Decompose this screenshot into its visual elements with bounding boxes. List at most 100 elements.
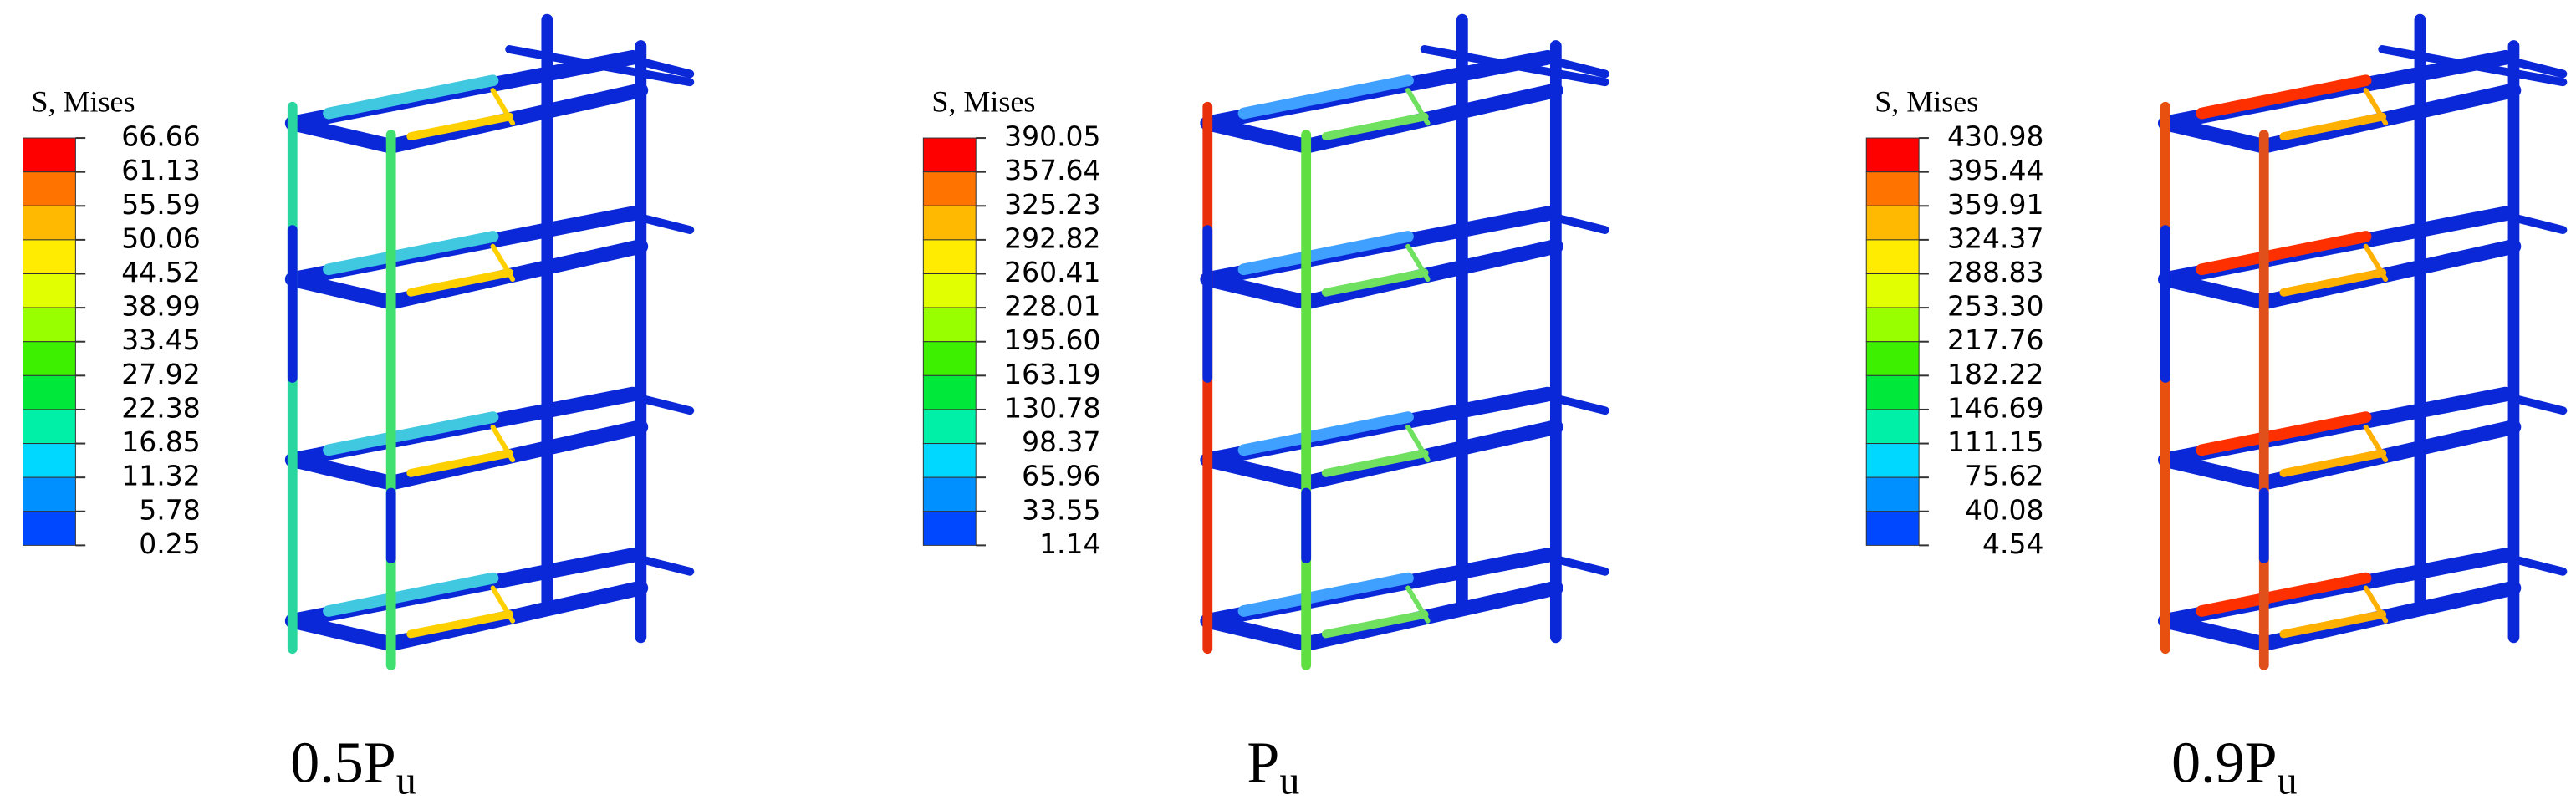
legend-title: S, Mises: [931, 85, 1035, 119]
tube: [2256, 83, 2522, 154]
legend-title: S, Mises: [32, 85, 135, 119]
legend-band: [1865, 409, 1920, 445]
tube: [2363, 585, 2389, 624]
tube: [284, 272, 399, 310]
caption-main: 0.5P: [290, 731, 395, 795]
legend-value: 61.13: [121, 154, 200, 186]
tube: [1321, 268, 1429, 297]
tube: [1405, 424, 1431, 463]
legend-band: [922, 171, 977, 206]
legend-band: [23, 273, 76, 308]
legend-band: [23, 511, 76, 546]
legend-value: 395.44: [1947, 154, 2043, 186]
tube: [1535, 390, 1609, 415]
tube: [1321, 112, 1429, 141]
tube: [1298, 580, 1563, 652]
legend-band: [1865, 341, 1920, 376]
legend-value: 55.59: [121, 188, 200, 221]
tube: [1405, 88, 1431, 126]
tube: [1535, 551, 1609, 576]
legend-value: 4.54: [1982, 527, 2043, 560]
legend-band: [922, 273, 977, 308]
legend-band: [23, 409, 76, 445]
legend-value: 324.37: [1947, 222, 2043, 254]
legend-value: 38.99: [121, 290, 200, 323]
tube: [1237, 231, 1414, 276]
legend-value: 44.52: [121, 256, 200, 288]
legend-value: 40.08: [1965, 493, 2043, 526]
tube: [2256, 580, 2522, 652]
tube: [1321, 449, 1429, 477]
tube: [490, 243, 516, 282]
legend-value: 253.30: [1947, 290, 2043, 323]
legend-value: 325.23: [1004, 188, 1100, 221]
tube: [2196, 231, 2372, 276]
tube: [2279, 112, 2387, 141]
tube: [323, 411, 499, 456]
legend-band: [922, 443, 977, 478]
tube: [620, 53, 695, 79]
tube: [490, 585, 516, 624]
legend-value: 65.96: [1022, 460, 1100, 492]
legend-band: [1865, 171, 1920, 206]
legend-band: [23, 171, 76, 206]
legend-band: [23, 374, 76, 410]
tube: [383, 238, 649, 310]
tube: [2363, 88, 2389, 126]
tube: [2492, 209, 2568, 235]
tube: [2279, 609, 2387, 639]
tube: [2363, 424, 2389, 463]
tube: [2158, 613, 2272, 652]
legend-value: 217.76: [1947, 323, 2043, 356]
legend-value: 260.41: [1004, 256, 1100, 288]
legend-band: [1865, 239, 1920, 275]
tube: [383, 83, 649, 154]
tube: [2492, 53, 2568, 79]
legend-band: [23, 341, 76, 376]
tube: [620, 551, 695, 576]
legend-value: 357.64: [1004, 154, 1100, 186]
legend-value: 430.98: [1947, 120, 2043, 153]
tube: [2158, 272, 2272, 310]
legend-title: S, Mises: [1875, 85, 1978, 119]
legend-band: [23, 476, 76, 512]
tube: [1200, 452, 1314, 491]
tube: [323, 74, 499, 120]
tube: [620, 390, 695, 415]
tube: [2279, 449, 2387, 477]
tube: [323, 572, 499, 617]
tube: [2363, 243, 2389, 282]
tube: [284, 613, 399, 652]
caption: 0.5Pu: [290, 731, 416, 802]
legend-value: 111.15: [1947, 425, 2043, 458]
tube: [1535, 53, 1609, 79]
legend-band: [23, 239, 76, 275]
legend-value: 163.19: [1004, 358, 1100, 390]
legend-value: 33.55: [1022, 493, 1100, 526]
tube: [1237, 74, 1414, 120]
tube: [2196, 572, 2372, 617]
panel: S, Mises66.6661.1355.5950.0644.5238.9933…: [23, 13, 695, 802]
tube: [1298, 238, 1563, 310]
tube: [383, 420, 649, 491]
caption-subscript: u: [396, 758, 416, 802]
legend-band: [1865, 307, 1920, 343]
tube: [1405, 585, 1431, 624]
tube: [1200, 115, 1314, 154]
tube: [2492, 551, 2568, 576]
legend-value: 16.85: [121, 425, 200, 458]
tube: [406, 268, 514, 297]
legend-band: [922, 137, 977, 173]
legend-value: 33.45: [121, 323, 200, 356]
legend-value: 292.82: [1004, 222, 1100, 254]
legend-band: [922, 239, 977, 275]
legend-value: 195.60: [1004, 323, 1100, 356]
legend-value: 5.78: [139, 493, 200, 526]
legend-value: 288.83: [1947, 256, 2043, 288]
tube: [2279, 268, 2387, 297]
legend-band: [922, 341, 977, 376]
legend-value: 1.14: [1039, 527, 1100, 560]
legend-band: [922, 205, 977, 241]
legend-band: [922, 374, 977, 410]
